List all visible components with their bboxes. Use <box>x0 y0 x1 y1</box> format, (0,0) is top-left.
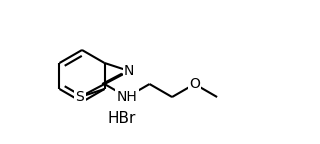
Text: HBr: HBr <box>108 111 136 126</box>
Text: NH: NH <box>117 90 137 104</box>
Text: S: S <box>76 90 84 104</box>
Text: O: O <box>189 77 200 91</box>
Text: N: N <box>124 64 134 78</box>
